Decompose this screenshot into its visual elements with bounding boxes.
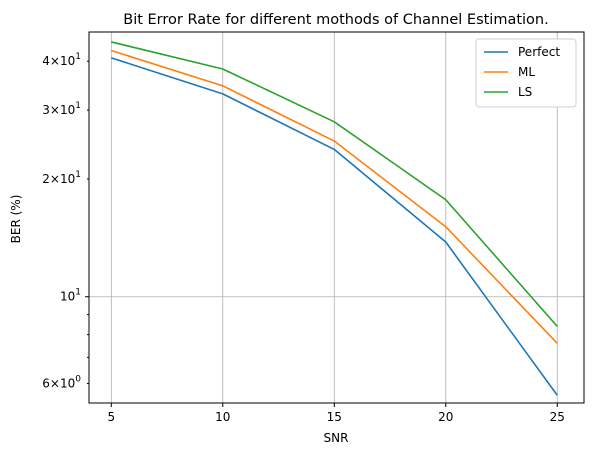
legend: Perfect ML LS bbox=[475, 38, 577, 108]
y-tick-label: 4×101​ bbox=[42, 52, 81, 68]
series-lines bbox=[111, 41, 558, 396]
y-axis-ticks: 101​ 6×100​ 2×101​ 3×101​ 4×101​ bbox=[42, 52, 89, 391]
x-tick-label: 20 bbox=[438, 410, 453, 424]
x-tick-label: 10 bbox=[215, 410, 230, 424]
legend-label-ml: ML bbox=[518, 65, 535, 79]
x-axis-title: SNR bbox=[324, 431, 349, 445]
plot-frame bbox=[88, 31, 585, 404]
x-axis-ticks: 5 10 15 20 25 bbox=[107, 403, 565, 424]
chart-title: Bit Error Rate for different mothods of … bbox=[123, 12, 548, 28]
y-tick-label: 6×100​ bbox=[42, 375, 81, 391]
legend-label-perfect: Perfect bbox=[518, 45, 560, 59]
legend-label-ls: LS bbox=[518, 85, 532, 99]
y-tick-label: 3×101​ bbox=[42, 101, 81, 117]
x-tick-label: 25 bbox=[550, 410, 565, 424]
y-tick-label: 101​ bbox=[60, 288, 81, 304]
y-axis-title: BER (%) bbox=[9, 195, 23, 244]
series-line-ml bbox=[111, 49, 558, 344]
legend-box bbox=[475, 38, 577, 108]
x-tick-label: 15 bbox=[327, 410, 342, 424]
y-tick-label: 2×101​ bbox=[42, 170, 81, 186]
x-tick-label: 5 bbox=[107, 410, 115, 424]
series-line-ls bbox=[111, 41, 558, 327]
series-line-perfect bbox=[111, 57, 558, 396]
